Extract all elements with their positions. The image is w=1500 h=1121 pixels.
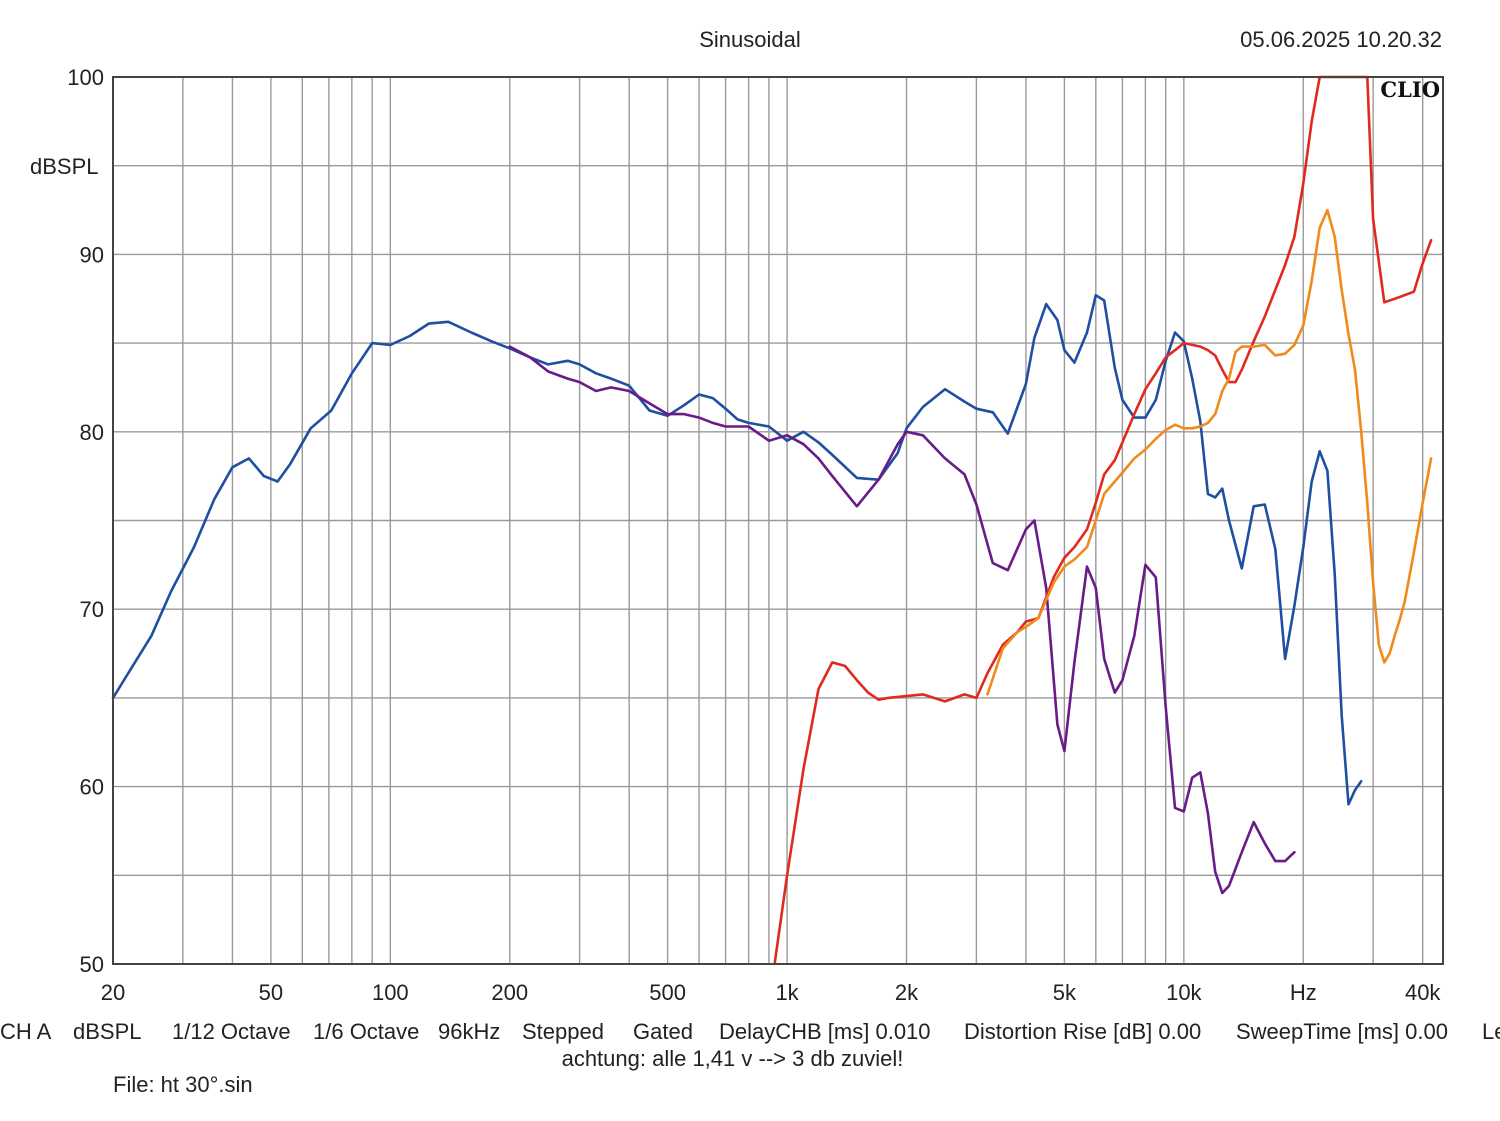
- y-axis-ticks: 100 90 80 70 60 50: [67, 65, 104, 977]
- setting-distortion-rise: Distortion Rise [dB] 0.00: [964, 1019, 1202, 1044]
- x-tick-label: 1k: [775, 980, 799, 1005]
- grid: [113, 77, 1443, 964]
- chart-title: Sinusoidal: [699, 27, 801, 52]
- settings-bar: CH A dBSPL 1/12 Octave 1/6 Octave 96kHz …: [0, 1019, 1500, 1047]
- x-tick-label: 50: [259, 980, 283, 1005]
- setting-resolution: 1/6 Octave: [313, 1019, 420, 1044]
- x-axis-ticks: 20 50 100 200 500 1k 2k 5k 10k Hz 40k: [101, 980, 1442, 1005]
- y-tick-label: 100: [67, 65, 104, 90]
- timestamp: 05.06.2025 10.20.32: [1240, 27, 1442, 52]
- series-line-3: [986, 208, 1433, 696]
- x-tick-label: Hz: [1290, 980, 1317, 1005]
- brand-logo: CLIO: [1380, 77, 1440, 102]
- y-axis-label: dBSPL: [30, 154, 99, 179]
- series-line-1: [508, 345, 1296, 895]
- x-tick-label: 500: [649, 980, 686, 1005]
- y-tick-label: 80: [80, 420, 104, 445]
- note-text: achtung: alle 1,41 v --> 3 db zuviel!: [561, 1046, 904, 1071]
- y-tick-label: 60: [80, 775, 104, 800]
- x-tick-label: 10k: [1166, 980, 1202, 1005]
- setting-channel: CH A: [0, 1019, 52, 1044]
- setting-delay: DelayCHB [ms] 0.010: [719, 1019, 931, 1044]
- x-tick-label: 2k: [895, 980, 919, 1005]
- setting-truncated: Le: [1482, 1019, 1500, 1044]
- file-name: File: ht 30°.sin: [113, 1072, 253, 1097]
- y-tick-label: 50: [80, 952, 104, 977]
- setting-sweeptime: SweepTime [ms] 0.00: [1236, 1019, 1448, 1044]
- setting-mode: Stepped: [522, 1019, 604, 1044]
- x-tick-label: 5k: [1053, 980, 1077, 1005]
- setting-samplerate: 96kHz: [438, 1019, 501, 1044]
- setting-smoothing: 1/12 Octave: [172, 1019, 291, 1044]
- y-tick-label: 90: [80, 242, 104, 267]
- x-tick-label: 40k: [1405, 980, 1441, 1005]
- setting-gated: Gated: [633, 1019, 693, 1044]
- y-tick-label: 70: [80, 597, 104, 622]
- setting-unit: dBSPL: [73, 1019, 142, 1044]
- x-tick-label: 100: [372, 980, 409, 1005]
- plot-frame: [112, 76, 1444, 965]
- x-tick-label: 200: [491, 980, 528, 1005]
- series-line-0: [111, 293, 1363, 806]
- x-tick-label: 20: [101, 980, 125, 1005]
